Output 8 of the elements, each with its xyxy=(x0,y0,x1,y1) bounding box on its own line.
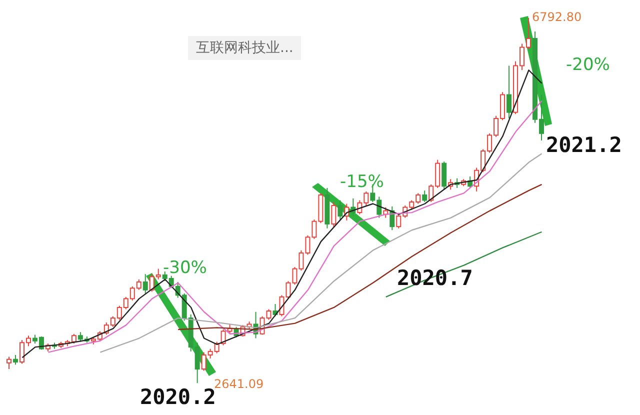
text: 互联网科技业... xyxy=(188,36,302,60)
annotation: -30% xyxy=(163,258,207,278)
text: -20% xyxy=(566,55,610,75)
annotation: 2641.09 xyxy=(214,377,264,391)
annotation: 6792.80 xyxy=(532,10,582,24)
text: 2021.2 xyxy=(546,133,622,157)
annotation: -15% xyxy=(340,172,384,192)
text: 2020.2 xyxy=(140,385,216,409)
